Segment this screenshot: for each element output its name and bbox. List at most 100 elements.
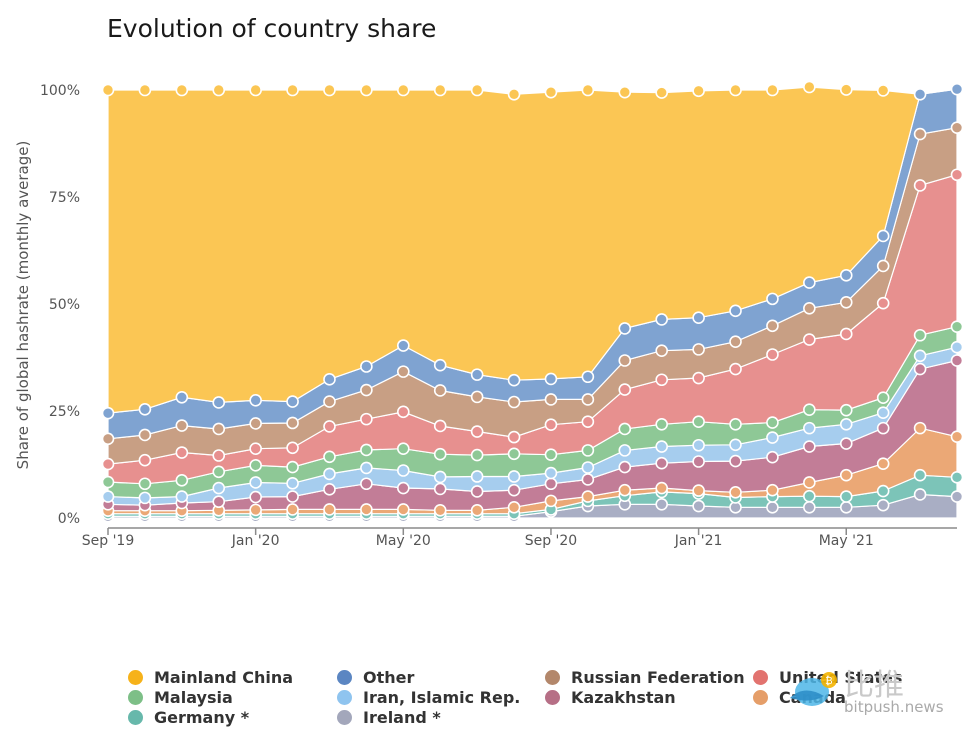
marker-canada[interactable]: [544, 494, 558, 508]
marker-other[interactable]: [507, 373, 521, 387]
marker-united-states[interactable]: [175, 446, 189, 459]
marker-mainland-china[interactable]: [618, 85, 632, 99]
marker-malaysia[interactable]: [323, 450, 336, 464]
marker-kazakhstan[interactable]: [766, 450, 779, 464]
marker-malaysia[interactable]: [433, 447, 447, 461]
marker-kazakhstan[interactable]: [581, 473, 595, 486]
marker-ireland[interactable]: [876, 498, 890, 512]
marker-malaysia[interactable]: [286, 460, 299, 474]
marker-canada[interactable]: [397, 503, 410, 516]
marker-united-states[interactable]: [397, 405, 410, 419]
marker-mainland-china[interactable]: [655, 86, 668, 99]
marker-iran-islamic-rep[interactable]: [286, 477, 299, 490]
marker-germany[interactable]: [876, 484, 890, 498]
marker-iran-islamic-rep[interactable]: [729, 438, 742, 452]
marker-mainland-china[interactable]: [729, 83, 742, 97]
marker-russian-federation[interactable]: [507, 395, 521, 409]
marker-russian-federation[interactable]: [286, 416, 299, 430]
legend-item-iran-islamic-rep[interactable]: Iran, Islamic Rep.: [337, 688, 520, 707]
marker-iran-islamic-rep[interactable]: [138, 491, 152, 505]
marker-other[interactable]: [766, 292, 779, 306]
marker-malaysia[interactable]: [692, 415, 705, 429]
legend-item-malaysia[interactable]: Malaysia: [128, 688, 233, 707]
marker-united-states[interactable]: [692, 371, 705, 385]
marker-kazakhstan[interactable]: [286, 490, 299, 503]
marker-other[interactable]: [470, 368, 484, 381]
marker-russian-federation[interactable]: [655, 344, 668, 357]
marker-russian-federation[interactable]: [433, 384, 447, 397]
marker-iran-islamic-rep[interactable]: [175, 490, 189, 503]
marker-iran-islamic-rep[interactable]: [950, 340, 964, 354]
marker-mainland-china[interactable]: [876, 84, 890, 97]
marker-russian-federation[interactable]: [803, 301, 816, 315]
marker-malaysia[interactable]: [249, 459, 262, 472]
marker-russian-federation[interactable]: [323, 395, 336, 408]
marker-united-states[interactable]: [507, 430, 521, 444]
marker-russian-federation[interactable]: [876, 259, 890, 273]
marker-canada[interactable]: [876, 457, 890, 470]
marker-united-states[interactable]: [212, 449, 226, 462]
marker-malaysia[interactable]: [581, 444, 595, 457]
legend-item-germany[interactable]: Germany *: [128, 708, 249, 727]
marker-malaysia[interactable]: [138, 477, 152, 491]
marker-iran-islamic-rep[interactable]: [507, 470, 521, 483]
marker-united-states[interactable]: [323, 420, 336, 433]
marker-malaysia[interactable]: [544, 448, 558, 461]
marker-united-states[interactable]: [470, 425, 484, 438]
marker-other[interactable]: [323, 373, 336, 386]
marker-mainland-china[interactable]: [692, 84, 705, 98]
marker-canada[interactable]: [692, 484, 705, 497]
marker-russian-federation[interactable]: [766, 319, 779, 333]
marker-kazakhstan[interactable]: [212, 495, 226, 509]
marker-other[interactable]: [876, 229, 890, 243]
marker-iran-islamic-rep[interactable]: [397, 464, 410, 477]
marker-mainland-china[interactable]: [803, 80, 816, 94]
marker-russian-federation[interactable]: [175, 419, 189, 432]
marker-mainland-china[interactable]: [581, 83, 595, 97]
marker-iran-islamic-rep[interactable]: [470, 470, 484, 483]
marker-iran-islamic-rep[interactable]: [581, 461, 595, 474]
marker-canada[interactable]: [655, 481, 668, 495]
marker-united-states[interactable]: [138, 453, 152, 467]
marker-united-states[interactable]: [433, 419, 447, 433]
marker-malaysia[interactable]: [839, 403, 853, 417]
marker-malaysia[interactable]: [175, 474, 189, 487]
marker-canada[interactable]: [433, 503, 447, 517]
marker-russian-federation[interactable]: [101, 432, 115, 446]
marker-canada[interactable]: [581, 490, 595, 503]
marker-malaysia[interactable]: [470, 448, 484, 462]
marker-united-states[interactable]: [950, 168, 964, 182]
marker-other[interactable]: [950, 82, 964, 96]
marker-united-states[interactable]: [803, 333, 816, 346]
marker-united-states[interactable]: [839, 327, 853, 341]
marker-iran-islamic-rep[interactable]: [766, 431, 779, 444]
marker-iran-islamic-rep[interactable]: [249, 476, 262, 489]
marker-other[interactable]: [913, 87, 927, 101]
marker-kazakhstan[interactable]: [323, 483, 336, 496]
marker-kazakhstan[interactable]: [249, 490, 262, 504]
marker-russian-federation[interactable]: [913, 127, 927, 141]
marker-malaysia[interactable]: [803, 403, 816, 417]
marker-iran-islamic-rep[interactable]: [803, 421, 816, 435]
marker-canada[interactable]: [323, 503, 336, 516]
marker-united-states[interactable]: [544, 418, 558, 431]
marker-ireland[interactable]: [692, 499, 705, 513]
marker-ireland[interactable]: [839, 500, 853, 514]
marker-canada[interactable]: [470, 503, 484, 517]
marker-other[interactable]: [249, 393, 262, 407]
marker-germany[interactable]: [839, 490, 853, 503]
marker-united-states[interactable]: [286, 441, 299, 455]
marker-kazakhstan[interactable]: [433, 482, 447, 496]
marker-united-states[interactable]: [766, 348, 779, 361]
marker-iran-islamic-rep[interactable]: [544, 466, 558, 480]
marker-kazakhstan[interactable]: [618, 460, 632, 474]
marker-canada[interactable]: [360, 503, 373, 516]
marker-mainland-china[interactable]: [470, 83, 484, 97]
marker-russian-federation[interactable]: [581, 393, 595, 406]
marker-other[interactable]: [360, 360, 373, 373]
marker-other[interactable]: [175, 391, 189, 404]
marker-iran-islamic-rep[interactable]: [212, 481, 226, 495]
marker-iran-islamic-rep[interactable]: [692, 438, 705, 452]
marker-other[interactable]: [803, 276, 816, 289]
marker-malaysia[interactable]: [655, 417, 668, 431]
